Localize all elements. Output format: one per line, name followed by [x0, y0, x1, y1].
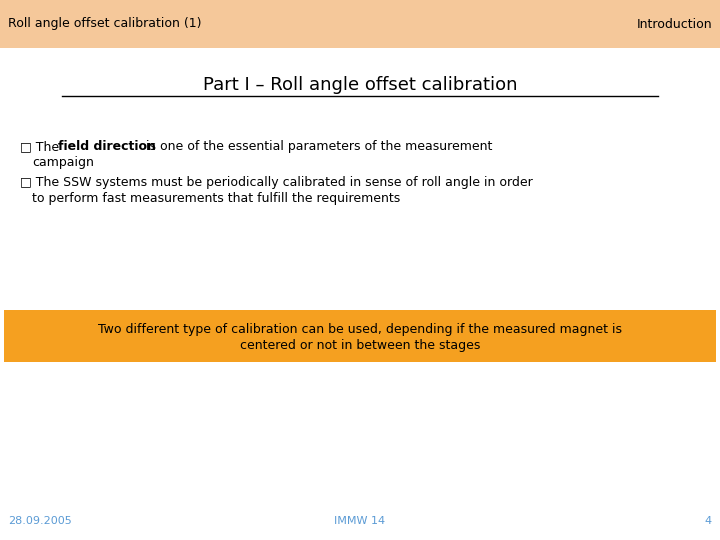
- Bar: [4, 310, 716, 362]
- Text: □ The: □ The: [20, 140, 63, 153]
- Text: IMMW 14: IMMW 14: [334, 516, 386, 526]
- Bar: [0, 0, 720, 48]
- Text: to perform fast measurements that fulfill the requirements: to perform fast measurements that fulfil…: [32, 192, 400, 205]
- Text: Two different type of calibration can be used, depending if the measured magnet : Two different type of calibration can be…: [98, 322, 622, 335]
- Text: Introduction: Introduction: [636, 17, 712, 30]
- Text: 4: 4: [705, 516, 712, 526]
- Text: centered or not in between the stages: centered or not in between the stages: [240, 339, 480, 352]
- Text: is one of the essential parameters of the measurement: is one of the essential parameters of th…: [142, 140, 492, 153]
- Text: 28.09.2005: 28.09.2005: [8, 516, 72, 526]
- Text: campaign: campaign: [32, 156, 94, 169]
- Text: Part I – Roll angle offset calibration: Part I – Roll angle offset calibration: [203, 76, 517, 94]
- Text: □ The SSW systems must be periodically calibrated in sense of roll angle in orde: □ The SSW systems must be periodically c…: [20, 176, 533, 189]
- Text: Roll angle offset calibration (1): Roll angle offset calibration (1): [8, 17, 202, 30]
- Text: field direction: field direction: [58, 140, 156, 153]
